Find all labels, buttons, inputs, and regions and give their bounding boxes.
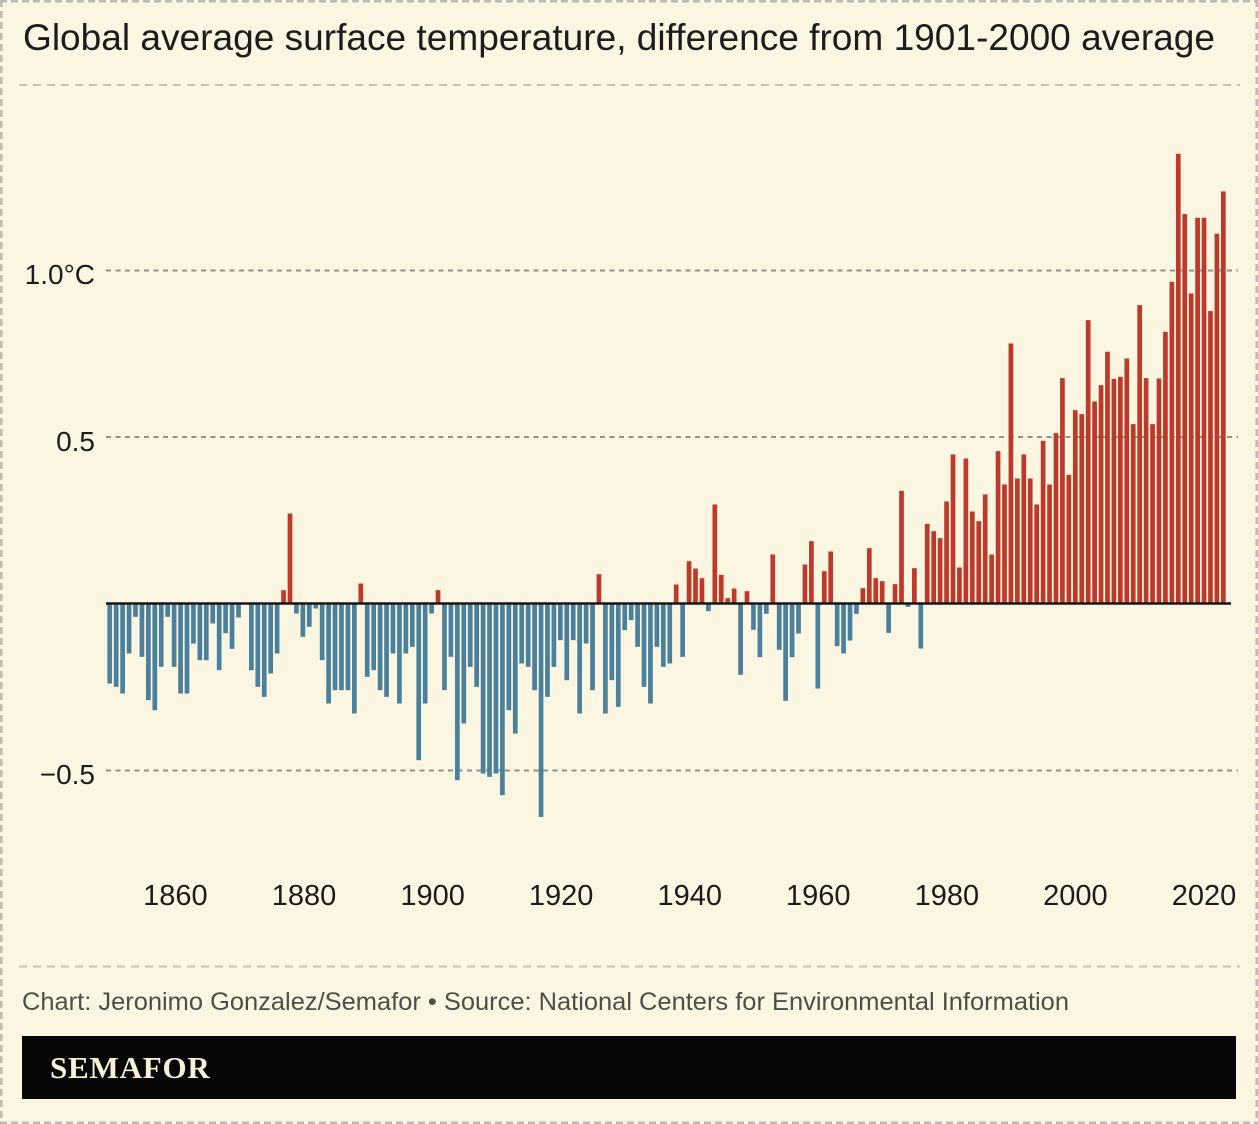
svg-text:1900: 1900 (400, 880, 465, 912)
svg-text:1880: 1880 (272, 880, 337, 912)
svg-text:1860: 1860 (143, 880, 208, 912)
svg-text:Chart: Jeronimo Gonzalez/Semaf: Chart: Jeronimo Gonzalez/Semafor • Sourc… (22, 988, 1069, 1016)
svg-text:1960: 1960 (786, 880, 851, 912)
svg-text:Global average surface tempera: Global average surface temperature, diff… (23, 17, 1215, 58)
svg-text:SEMAFOR: SEMAFOR (50, 1050, 211, 1085)
svg-text:0.5: 0.5 (56, 426, 95, 457)
svg-text:1980: 1980 (915, 880, 980, 912)
svg-text:1.0°C: 1.0°C (25, 259, 95, 290)
svg-text:−0.5: −0.5 (40, 759, 95, 790)
svg-text:1920: 1920 (529, 880, 594, 912)
svg-text:2000: 2000 (1043, 880, 1108, 912)
svg-text:1940: 1940 (657, 880, 722, 912)
svg-text:2020: 2020 (1172, 880, 1237, 912)
